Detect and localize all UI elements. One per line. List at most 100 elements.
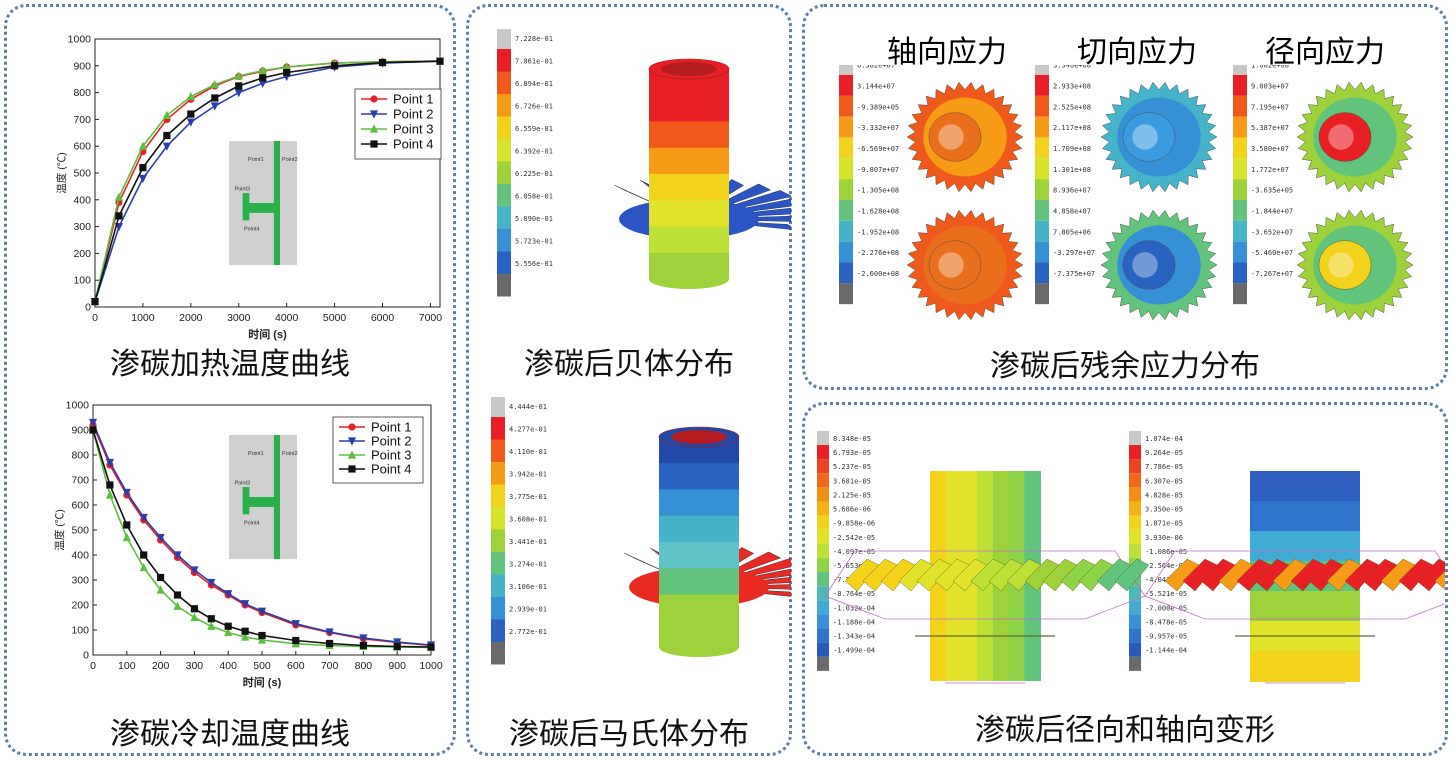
colorbar-label: -1.188e-04: [833, 618, 875, 626]
data-point: [436, 57, 444, 65]
colorbar-label: 3.340e+08: [1053, 65, 1091, 70]
colorbar-label: 3.274e-01: [509, 560, 547, 568]
shaft-bore: [661, 62, 717, 76]
x-tick-label: 2000: [179, 312, 203, 324]
gear-hub: [1318, 112, 1372, 162]
legend-label: Point 1: [393, 92, 433, 107]
stress-title-axial: 轴向应力: [887, 35, 1007, 70]
colorbar-label: 3.106e-01: [509, 583, 547, 591]
colorbar-label: -1.844e+07: [1251, 207, 1293, 215]
colorbar-radial: 1.082e+08 9.003e+07 7.195e+07 5.387e+07 3.58…: [1233, 65, 1293, 305]
gear-bore: [938, 252, 964, 278]
colorbar-swatch: [1129, 614, 1141, 629]
x-tick-label: 1000: [131, 312, 155, 324]
data-point: [427, 643, 435, 651]
colorbar-label: 2.939e-01: [509, 605, 547, 613]
gear-tooth: [1114, 558, 1150, 592]
data-point: [162, 142, 171, 151]
colorbar-swatch: [839, 200, 853, 221]
martensite-model: [624, 426, 791, 657]
residual-stress-image: 6.382e+07 3.144e+07 -9.389e+05 -3.332e+07 -6…: [839, 65, 1414, 321]
colorbar-label: 9.003e+07: [1251, 82, 1289, 90]
caption-bainite: 渗碳后贝体分布: [524, 347, 734, 382]
colorbar-label: -6.569e+07: [857, 145, 899, 153]
series-line: [94, 60, 441, 302]
colorbar-swatch: [1233, 95, 1247, 117]
legend-marker: [369, 110, 379, 119]
colorbar-label: -1.305e+08: [857, 187, 899, 195]
data-point: [378, 58, 387, 67]
colorbar-swatch: [497, 71, 511, 94]
colorbar-label: -1.499e-04: [833, 647, 875, 655]
colorbar-label: 9.264e-05: [1145, 449, 1183, 457]
colorbar-top-cap: [1035, 65, 1049, 75]
colorbar-swatch: [491, 462, 505, 485]
colorbar-axial: 6.382e+07 3.144e+07 -9.389e+05 -3.332e+07 -6…: [839, 65, 899, 305]
colorbar-swatch: [817, 501, 829, 516]
panel-phase-distribution: 7.228e-01 7.061e-01 6.894e-01 6.726e-01 6.55…: [466, 4, 792, 756]
data-point: [207, 621, 216, 630]
colorbar-swatch: [491, 507, 505, 530]
data-point: [106, 481, 114, 489]
colorbar-swatch: [497, 206, 511, 229]
colorbar-swatch: [491, 619, 505, 642]
gear-tangential-1: [1100, 81, 1218, 193]
colorbar-label: -2.564e-05: [1145, 562, 1187, 570]
colorbar-swatch: [497, 139, 511, 162]
data-point: [163, 131, 171, 140]
data-point: [241, 632, 250, 641]
cooling-chart: 0 100 200 300 400 500 600 700 800 900 1000 0 100 200 3…: [53, 400, 443, 690]
colorbar-swatch: [1035, 220, 1049, 242]
x-tick-label: 600: [287, 660, 305, 672]
y-tick-label: 0: [83, 650, 89, 662]
series-line: [92, 429, 432, 649]
colorbar-top-cap: [497, 29, 511, 49]
y-tick-label: 800: [71, 450, 89, 462]
x-tick-label: 300: [186, 660, 204, 672]
stress-title-tangential: 切向应力: [1077, 35, 1197, 70]
colorbar-swatch: [1129, 543, 1141, 558]
y-tick-label: 500: [73, 168, 91, 180]
caption-stress: 渗碳后残余应力分布: [990, 349, 1260, 384]
shaft-band: [649, 174, 729, 202]
gear-bore: [1328, 252, 1354, 278]
colorbar-label: -7.267e+07: [1251, 270, 1293, 278]
colorbar-label: -3.297e+07: [1053, 249, 1095, 257]
gear-hub: [1318, 240, 1372, 290]
colorbar-swatch: [1035, 95, 1049, 117]
colorbar-label: -9.807e+07: [857, 166, 899, 174]
data-point: [114, 192, 124, 201]
colorbar-swatch: [1129, 445, 1141, 460]
colorbar-label: 2.117e+08: [1053, 124, 1091, 132]
x-tick-label: 0: [90, 660, 96, 672]
colorbar-swatch: [1129, 600, 1141, 615]
colorbar-swatch: [1129, 487, 1141, 502]
colorbar-label: 6.793e-05: [833, 449, 871, 457]
bainite-distribution-image: 7.228e-01 7.061e-01 6.894e-01 6.726e-01 6.55…: [497, 29, 791, 297]
shaft-band: [659, 542, 739, 570]
inset-point-label: Point3: [234, 187, 250, 193]
colorbar-swatch: [839, 241, 853, 263]
colorbar-swatch: [1035, 116, 1049, 138]
shaft-band: [1250, 531, 1360, 562]
colorbar-label: 3.775e-01: [509, 493, 547, 501]
colorbar-label: 2.525e+08: [1053, 103, 1091, 111]
colorbar-label: 6.382e+07: [857, 65, 895, 70]
bainite-model: [614, 58, 791, 289]
inset-model-image: Point1 Point2 Point3 Point4: [229, 141, 298, 265]
inset-gear: [243, 203, 276, 213]
colorbar-label: -9.389e+05: [857, 103, 899, 111]
colorbar-bottom-cap: [497, 274, 511, 297]
colorbar-top-cap: [1233, 65, 1247, 75]
x-tick-label: 800: [355, 660, 373, 672]
data-point: [173, 591, 182, 599]
data-point: [91, 298, 99, 306]
data-point: [115, 212, 123, 220]
legend-marker: [370, 95, 378, 103]
shaft-band: [659, 515, 739, 543]
gear-bore: [1328, 124, 1354, 150]
y-tick-label: 500: [71, 525, 89, 537]
colorbar-label: -1.628e+08: [857, 207, 899, 215]
